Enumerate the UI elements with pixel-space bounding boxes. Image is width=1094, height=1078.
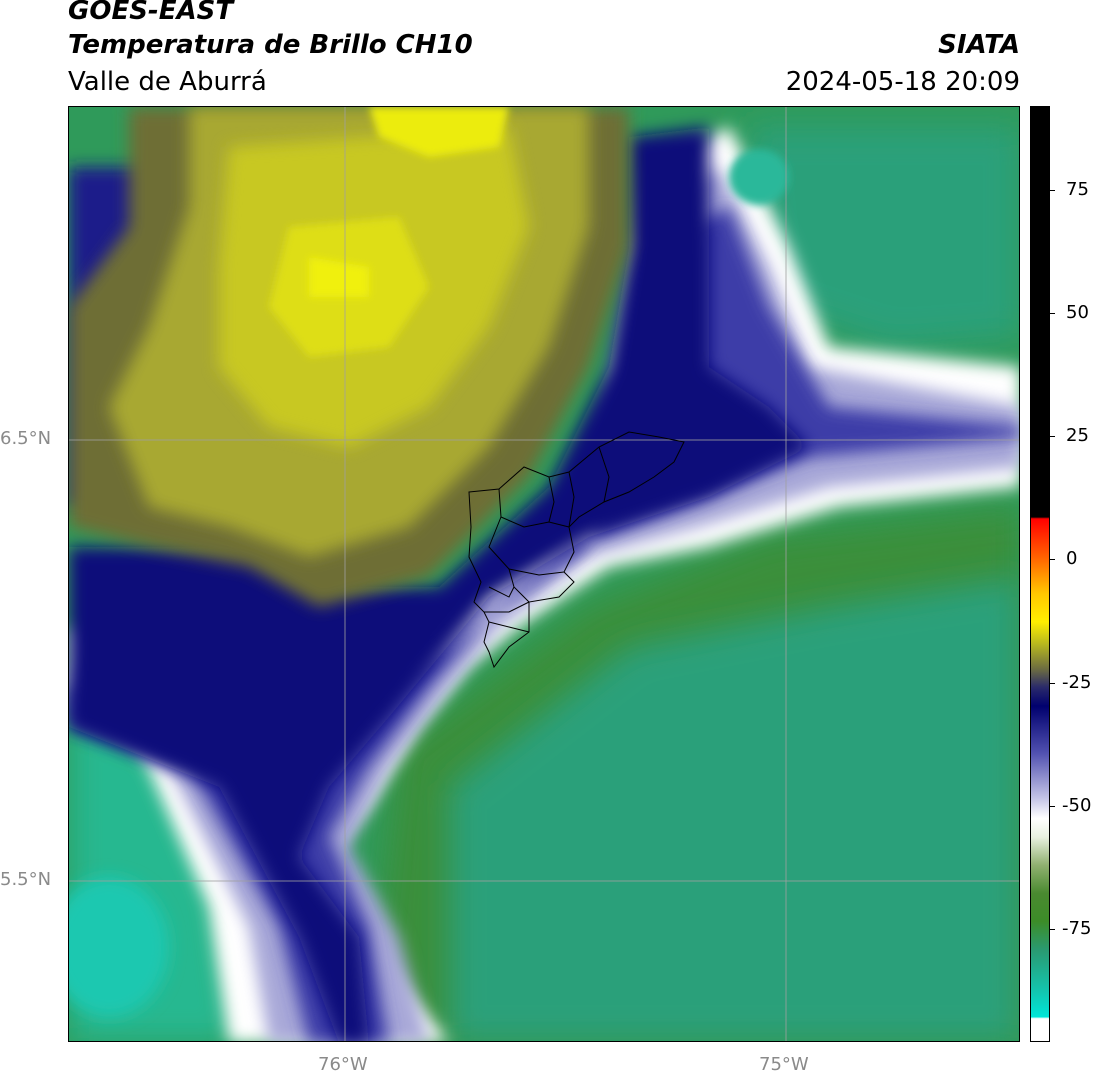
colorbar-tick-50 <box>1050 313 1055 314</box>
colorbar-tick-75 <box>1050 190 1055 191</box>
colorbar-label-neg75: -75 <box>1062 918 1092 939</box>
colorbar-label-neg50: -50 <box>1062 795 1092 816</box>
colorbar-label-0: 0 <box>1066 548 1078 569</box>
satellite-title: GOES-EAST <box>68 0 234 26</box>
boundary-itagui <box>488 586 515 598</box>
lat-label-5-5: 5.5°N <box>0 869 52 890</box>
product-title: Temperatura de Brillo CH10 <box>68 30 473 60</box>
colorbar-tick-neg75 <box>1050 929 1055 930</box>
boundary-girardota <box>568 471 575 528</box>
map-svg <box>69 107 1019 1041</box>
lon-label-76: 76°W <box>318 1054 368 1075</box>
colorbar-svg <box>1031 107 1049 1041</box>
satellite-map <box>68 106 1020 1042</box>
boundary-caldas <box>488 621 530 633</box>
cloud-top-field <box>69 107 1019 1041</box>
colorbar-label-25: 25 <box>1066 425 1089 446</box>
colorbar-label-neg25: -25 <box>1062 672 1092 693</box>
boundary-bello <box>498 488 570 528</box>
timestamp-label: 2024-05-18 20:09 <box>785 67 1020 97</box>
boundary-barbosa <box>598 446 610 503</box>
colorbar-tick-25 <box>1050 436 1055 437</box>
lon-label-75: 75°W <box>759 1054 809 1075</box>
region-subtitle: Valle de Aburrá <box>68 67 267 97</box>
colorbar-tick-neg50 <box>1050 806 1055 807</box>
colorbar-tick-0 <box>1050 559 1055 560</box>
colorbar <box>1030 106 1050 1042</box>
colorbar-gradient <box>1031 107 1049 1041</box>
boundary-sabaneta <box>484 601 530 613</box>
boundary-outline <box>468 431 685 669</box>
colorbar-label-75: 75 <box>1066 179 1089 200</box>
gridlines <box>69 107 1019 1041</box>
municipality-boundaries <box>468 431 685 669</box>
boundary-copacabana <box>548 476 555 523</box>
organization-title: SIATA <box>938 30 1020 60</box>
lat-label-6-5: 6.5°N <box>0 428 52 449</box>
colorbar-tick-neg25 <box>1050 683 1055 684</box>
colorbar-label-50: 50 <box>1066 302 1089 323</box>
